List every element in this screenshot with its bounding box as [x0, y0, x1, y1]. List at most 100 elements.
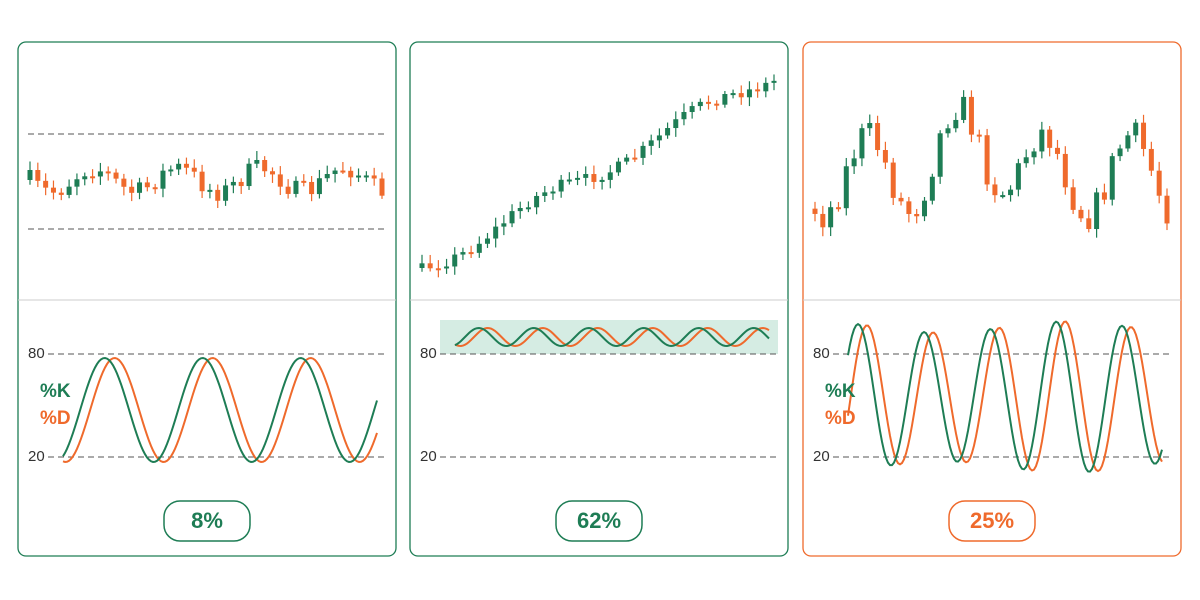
k-line [847, 320, 1163, 473]
level-label: 80 [813, 345, 830, 362]
candle [27, 170, 33, 180]
candle [906, 201, 912, 214]
candle [277, 174, 283, 187]
candle [468, 252, 474, 255]
candle [525, 207, 531, 210]
candle [632, 157, 638, 160]
candle [452, 254, 458, 267]
candle [35, 170, 41, 181]
candle [746, 89, 752, 98]
candle [1109, 156, 1115, 200]
candle [681, 112, 687, 120]
legend-d: %D [40, 408, 71, 429]
candle [113, 172, 119, 179]
candle [599, 179, 605, 182]
candle [730, 93, 736, 96]
candle [890, 162, 896, 198]
candle [1101, 192, 1107, 200]
legend-k: %K [40, 381, 71, 402]
candle [922, 200, 928, 217]
candle [371, 175, 377, 179]
candle [738, 93, 744, 98]
candle [640, 145, 646, 158]
candle [223, 185, 229, 201]
candle [851, 158, 857, 167]
candle [1094, 192, 1100, 230]
candle [867, 123, 873, 129]
candle [656, 135, 662, 141]
k-line [454, 326, 770, 348]
candle [615, 161, 621, 173]
candle [714, 103, 720, 106]
candle [476, 243, 482, 253]
candle [607, 172, 613, 180]
candle [191, 167, 197, 172]
candle [961, 96, 967, 120]
candle [152, 187, 158, 190]
candle [340, 170, 346, 173]
candle [1148, 148, 1154, 171]
k-line [62, 356, 378, 464]
candle [419, 263, 425, 268]
candle [444, 266, 450, 269]
candle [976, 134, 982, 137]
candle [929, 176, 935, 201]
candle [493, 226, 499, 239]
badge-box [948, 500, 1036, 542]
candle [1164, 195, 1170, 224]
candle [1125, 135, 1131, 149]
candle [914, 213, 920, 217]
candle [82, 176, 88, 180]
candle [591, 174, 597, 182]
panel [17, 41, 397, 557]
candle [542, 192, 548, 196]
level-label: 80 [420, 345, 437, 362]
candle [763, 82, 769, 92]
candle [58, 192, 64, 195]
candle [843, 166, 849, 209]
candle [534, 195, 540, 208]
candle [1117, 148, 1123, 157]
candle [1156, 170, 1162, 196]
candle [427, 263, 433, 269]
candle [460, 252, 466, 255]
candle [968, 96, 974, 135]
candle [1039, 129, 1045, 152]
candle [1078, 209, 1084, 219]
candle [501, 223, 507, 227]
candle [1015, 163, 1021, 190]
candle [484, 238, 490, 244]
candle [293, 180, 299, 194]
candle [937, 133, 943, 177]
level-label: 20 [420, 448, 437, 465]
candle [309, 181, 315, 195]
candle [558, 179, 564, 192]
candle [706, 101, 712, 104]
level-label: 20 [813, 448, 830, 465]
level-label: 80 [28, 345, 45, 362]
legend-d: %D [825, 408, 856, 429]
candle [183, 163, 189, 168]
legend-k: %K [825, 381, 856, 402]
candle [363, 175, 369, 178]
candle [1031, 151, 1037, 158]
candle [269, 171, 275, 175]
candle [820, 213, 826, 228]
candle [665, 128, 671, 136]
candle [835, 207, 841, 210]
candle [199, 171, 205, 192]
candle [882, 150, 888, 163]
badge-box [555, 500, 643, 542]
candle [1008, 189, 1014, 196]
badge-box [163, 500, 251, 542]
candle [984, 135, 990, 185]
candle [648, 140, 654, 146]
candle [97, 171, 103, 177]
candle [1133, 122, 1139, 136]
panel [409, 41, 789, 557]
candle [1047, 129, 1053, 148]
d-line [847, 320, 1163, 473]
candle [624, 157, 630, 162]
candle [207, 189, 213, 192]
candle [50, 187, 56, 193]
